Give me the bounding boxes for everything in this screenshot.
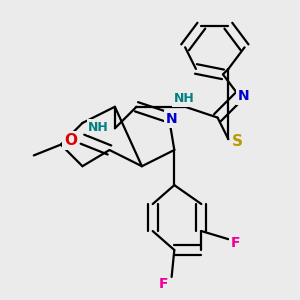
Text: F: F xyxy=(159,277,168,291)
Text: F: F xyxy=(230,236,240,250)
Text: S: S xyxy=(232,134,243,149)
Text: N: N xyxy=(166,112,177,126)
Text: N: N xyxy=(237,89,249,103)
Text: O: O xyxy=(64,133,77,148)
Text: NH: NH xyxy=(173,92,194,105)
Text: NH: NH xyxy=(88,121,109,134)
